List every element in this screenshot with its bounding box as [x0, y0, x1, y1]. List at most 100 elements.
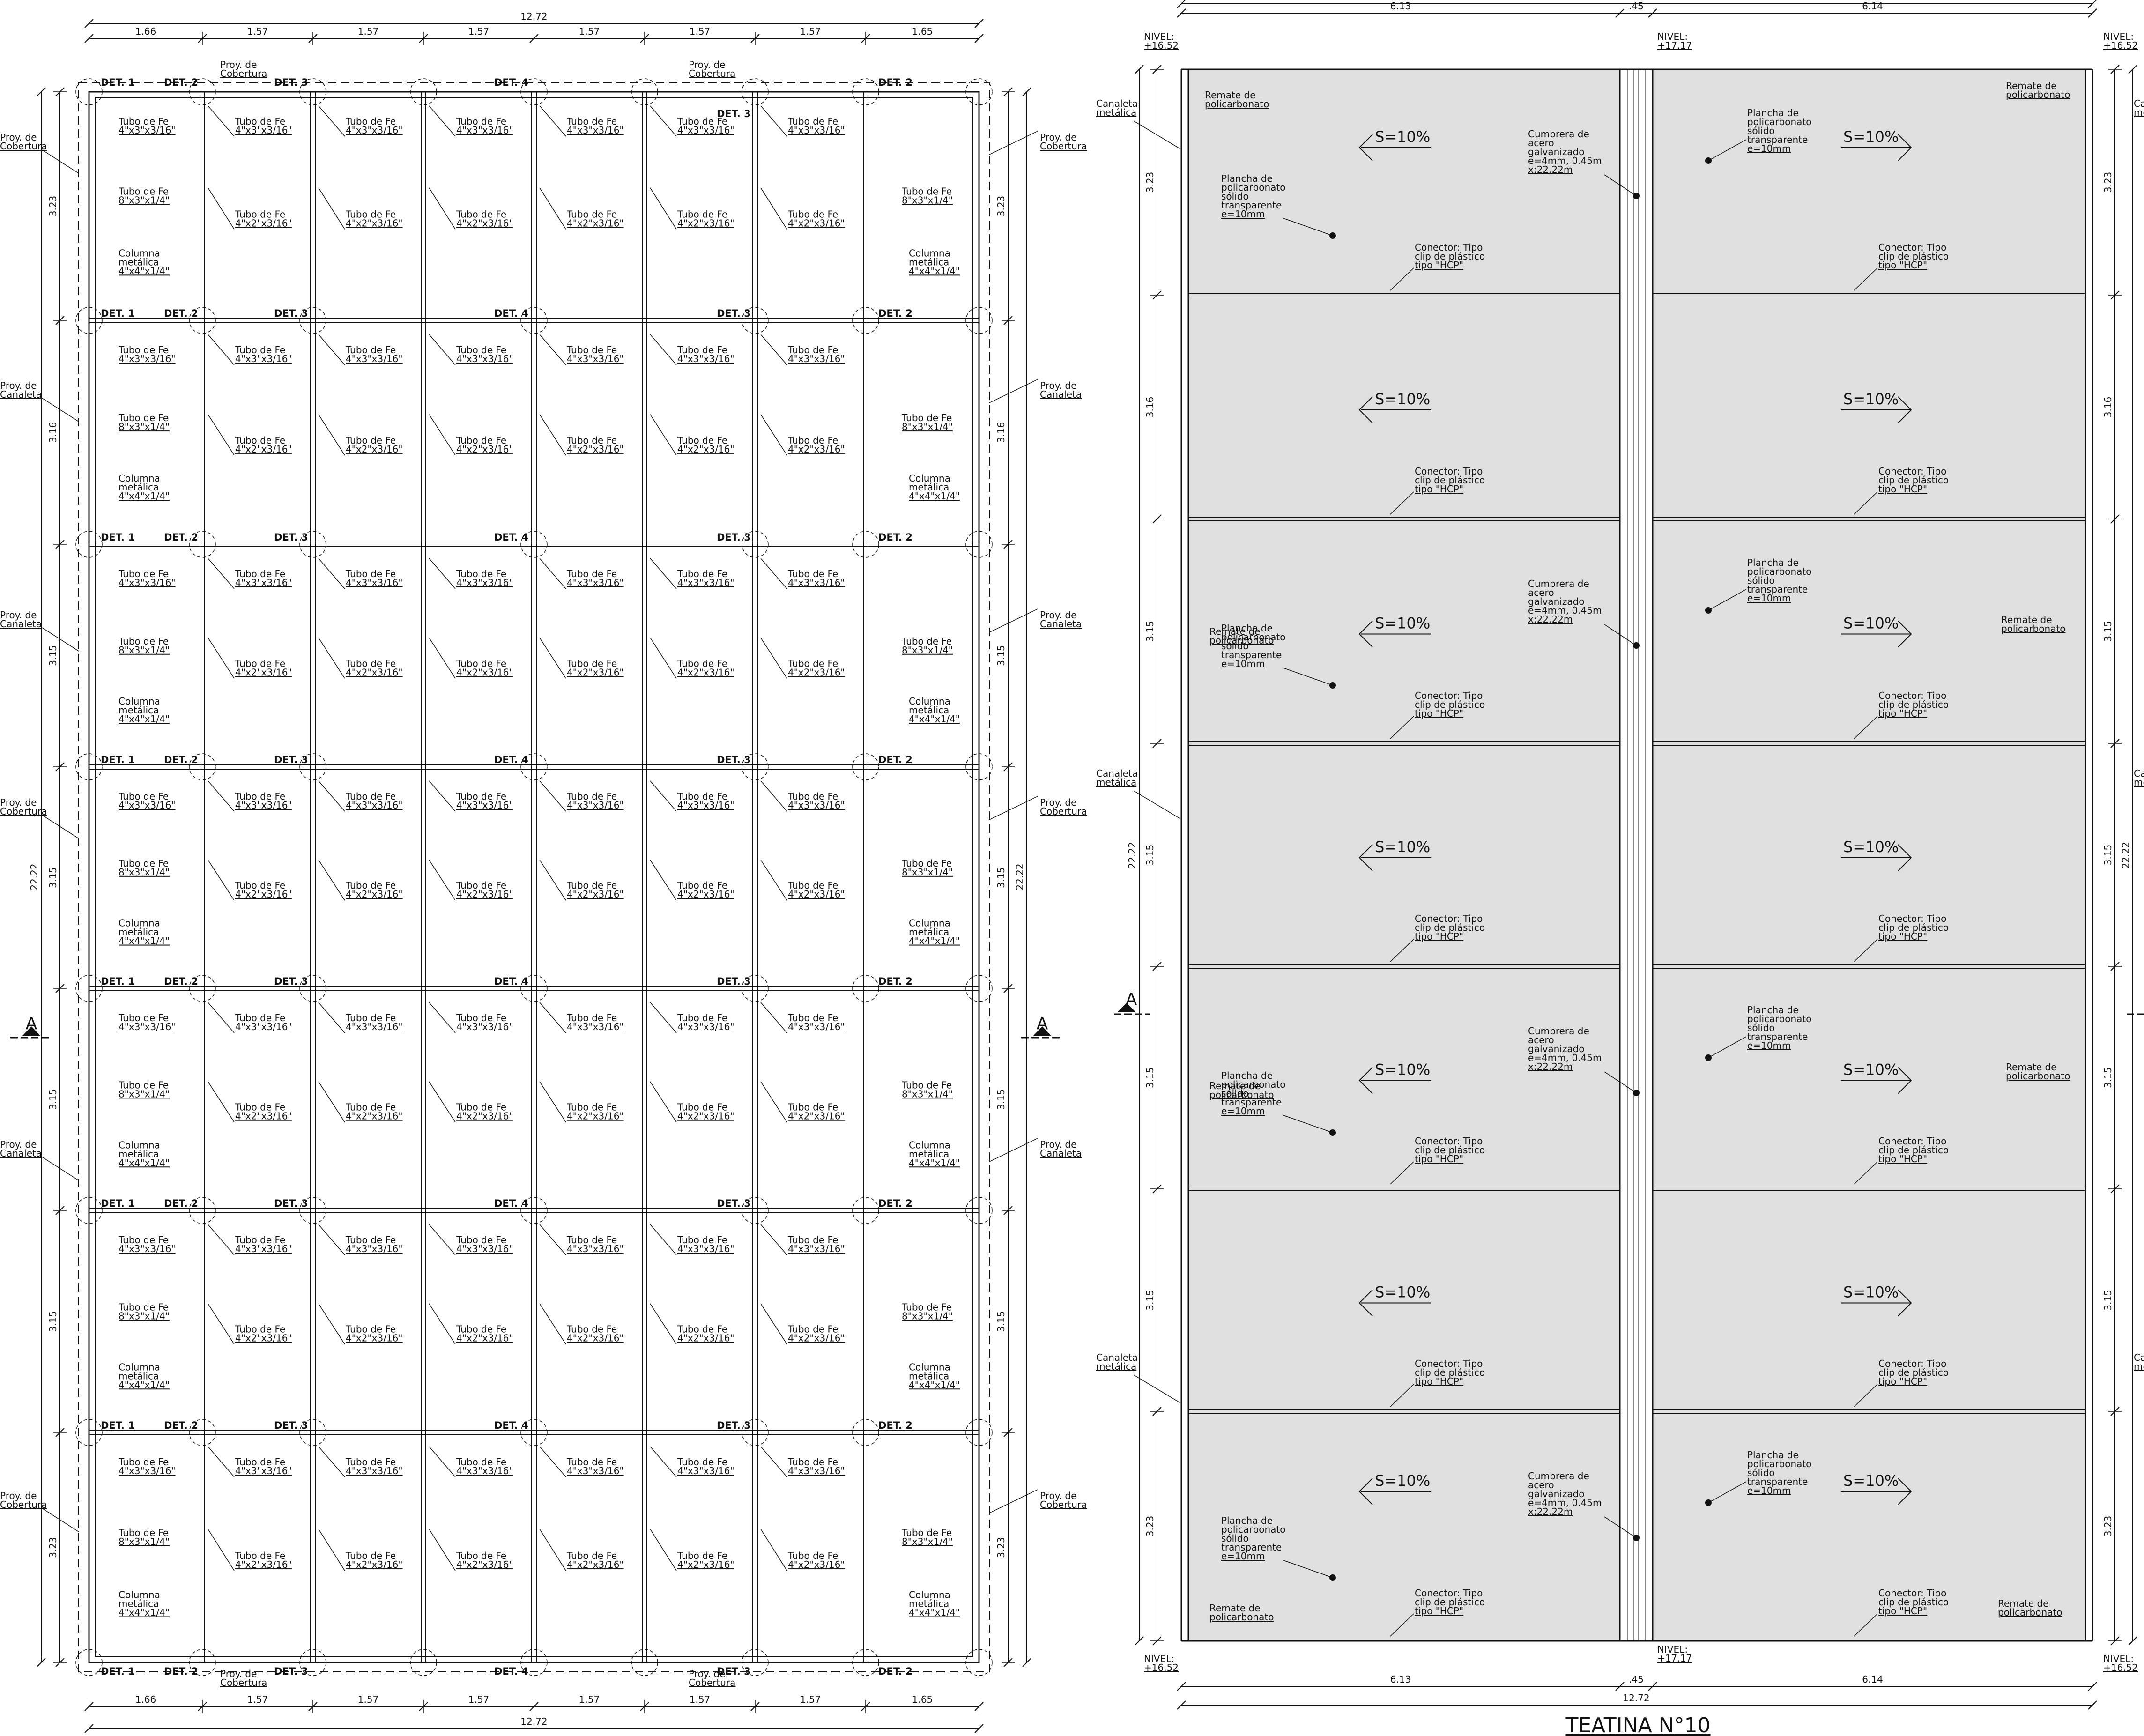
- column-label-line: metálica: [119, 256, 159, 267]
- sheet-label-line: transparente: [1221, 1542, 1282, 1553]
- tube-label-4x2-line: Tubo de Fe: [235, 1324, 285, 1335]
- dim-tick: [1648, 8, 1657, 18]
- tube-label-4x3-line: 4"x3"x3/16": [677, 353, 734, 364]
- leader-line: [650, 1002, 677, 1033]
- connector-label-line: Conector: Tipo: [1878, 1135, 1946, 1147]
- ridge-label-line: Cumbrera de: [1528, 1470, 1589, 1482]
- connector-label-line: Conector: Tipo: [1415, 466, 1483, 477]
- tube-label-4x2-line: 4"x2"x3/16": [677, 1111, 734, 1122]
- leader-line: [539, 105, 566, 137]
- projection-label-line: Proy. de: [0, 1490, 37, 1501]
- tube-label-4x2-line: Tubo de Fe: [566, 1324, 617, 1335]
- leader-line: [1854, 267, 1878, 291]
- tube-label-4x2-line: 4"x2"x3/16": [346, 667, 403, 678]
- ridge-label-line: x:22.22m: [1528, 614, 1573, 625]
- gutter-label-line: Canaleta: [1096, 98, 1138, 109]
- tube-label-4x2-line: Tubo de Fe: [677, 1324, 727, 1335]
- connector-label-line: clip de plástico: [1415, 922, 1485, 933]
- leader-line: [1854, 1161, 1878, 1185]
- tube-label-4x2-line: Tubo de Fe: [235, 1102, 285, 1113]
- sheet-label-line: sólido: [1747, 575, 1775, 586]
- tube-label-4x3-line: 4"x3"x3/16": [788, 577, 845, 588]
- tube-label-4x3-line: Tubo de Fe: [118, 1456, 169, 1468]
- leader-line: [1604, 1516, 1637, 1538]
- column-label-line: metálica: [119, 1148, 159, 1159]
- tube-label-4x2-line: 4"x2"x3/16": [456, 1559, 513, 1570]
- leader-line: [318, 334, 345, 365]
- tube-label-4x3-line: Tubo de Fe: [677, 116, 727, 127]
- dimension-text: 3.15: [47, 1311, 59, 1332]
- detail-label: DET. 2: [878, 1198, 912, 1209]
- detail-callout-circle: [189, 753, 216, 780]
- ridge-label-line: galvanizado: [1528, 596, 1585, 607]
- detail-label: DET. 2: [164, 754, 198, 765]
- leader-line: [760, 1002, 787, 1033]
- projection-label-line: Proy. de: [0, 609, 37, 621]
- detail-label: DET. 4: [494, 308, 528, 319]
- tube-label-4x3-line: Tubo de Fe: [345, 1456, 396, 1468]
- tube-label-4x3-line: 4"x3"x3/16": [346, 1021, 403, 1032]
- column-label-line: Columna: [119, 1361, 160, 1372]
- tube-label-4x2-line: 4"x2"x3/16": [677, 1333, 734, 1344]
- column-label-line: 4"x4"x1/4": [909, 935, 960, 947]
- detail-callout-circle: [299, 307, 326, 334]
- leader-line: [1604, 174, 1637, 196]
- tube-label-4x2-line: Tubo de Fe: [456, 880, 506, 891]
- tube-label-4x2-line: 4"x2"x3/16": [235, 217, 292, 229]
- column-label-line: metálica: [119, 1370, 159, 1381]
- section-arrow: [1033, 1026, 1051, 1036]
- leader-line: [760, 1081, 787, 1123]
- leader-line: [760, 780, 787, 812]
- tube-label-4x2-line: Tubo de Fe: [566, 208, 617, 220]
- ridge-label-line: x:22.22m: [1528, 1506, 1573, 1517]
- dimension-text: .45: [1629, 1674, 1644, 1685]
- tube-label-8x3-line: Tubo de Fe: [901, 186, 952, 197]
- leader-line: [318, 414, 345, 456]
- detail-callout-circle: [520, 1419, 548, 1446]
- detail-label: DET. 4: [494, 1420, 528, 1431]
- dimension-text: 3.15: [2102, 1067, 2114, 1088]
- dimension-text: 1.57: [358, 1694, 379, 1705]
- level-label-line: NIVEL:: [1144, 31, 1174, 42]
- tube-label-4x3-line: 4"x3"x3/16": [119, 577, 176, 588]
- dimension-text: 1.57: [579, 26, 600, 37]
- tube-label-4x3-line: Tubo de Fe: [345, 1234, 396, 1246]
- tube-label-4x3-line: Tubo de Fe: [677, 1234, 727, 1246]
- outer-frame: [88, 91, 980, 1663]
- dim-tick: [2088, 1700, 2097, 1710]
- leader-line: [539, 860, 566, 901]
- leader-line: [318, 1002, 345, 1033]
- column-label-line: Columna: [119, 247, 160, 259]
- tube-label-4x2-line: Tubo de Fe: [456, 208, 506, 220]
- dim-tick: [2088, 1682, 2097, 1691]
- leader-line: [208, 105, 235, 137]
- tube-label-4x2-line: Tubo de Fe: [566, 435, 617, 446]
- tube-label-4x2-line: Tubo de Fe: [787, 435, 838, 446]
- tube-label-4x3-line: 4"x3"x3/16": [235, 353, 292, 364]
- level-label-line: +16.52: [2103, 1662, 2138, 1673]
- slope-arrowhead: [1358, 1067, 1373, 1094]
- leader-line: [539, 187, 566, 230]
- gutter-label-line: Canaleta: [2134, 768, 2144, 779]
- projection-label-line: Proy. de: [1040, 380, 1076, 391]
- detail-callout-circle: [189, 531, 216, 558]
- remate-label-line: Remate de: [2006, 80, 2057, 91]
- detail-label: DET. 3: [274, 308, 308, 319]
- connector-label-line: Conector: Tipo: [1878, 242, 1946, 253]
- sheet-label-line: policarbonato: [1747, 566, 1811, 577]
- tube-label-4x2-line: 4"x2"x3/16": [677, 889, 734, 900]
- dimension-text: 3.23: [1144, 1516, 1156, 1537]
- detail-label: DET. 3: [717, 976, 751, 987]
- dim-tick: [37, 87, 46, 96]
- tube-label-4x3-line: 4"x3"x3/16": [788, 800, 845, 811]
- column-label-line: Columna: [909, 1361, 950, 1372]
- leader-line: [318, 780, 345, 812]
- leader-line: [1390, 939, 1414, 962]
- detail-callout-circle: [852, 78, 879, 105]
- tube-label-4x2-line: 4"x2"x3/16": [677, 217, 734, 229]
- leader-line: [318, 187, 345, 230]
- sheet-label-line: Plancha de: [1221, 173, 1273, 184]
- detail-callout-circle: [299, 531, 326, 558]
- leader-line: [760, 1528, 787, 1571]
- tube-label-4x3-line: 4"x3"x3/16": [456, 1021, 513, 1032]
